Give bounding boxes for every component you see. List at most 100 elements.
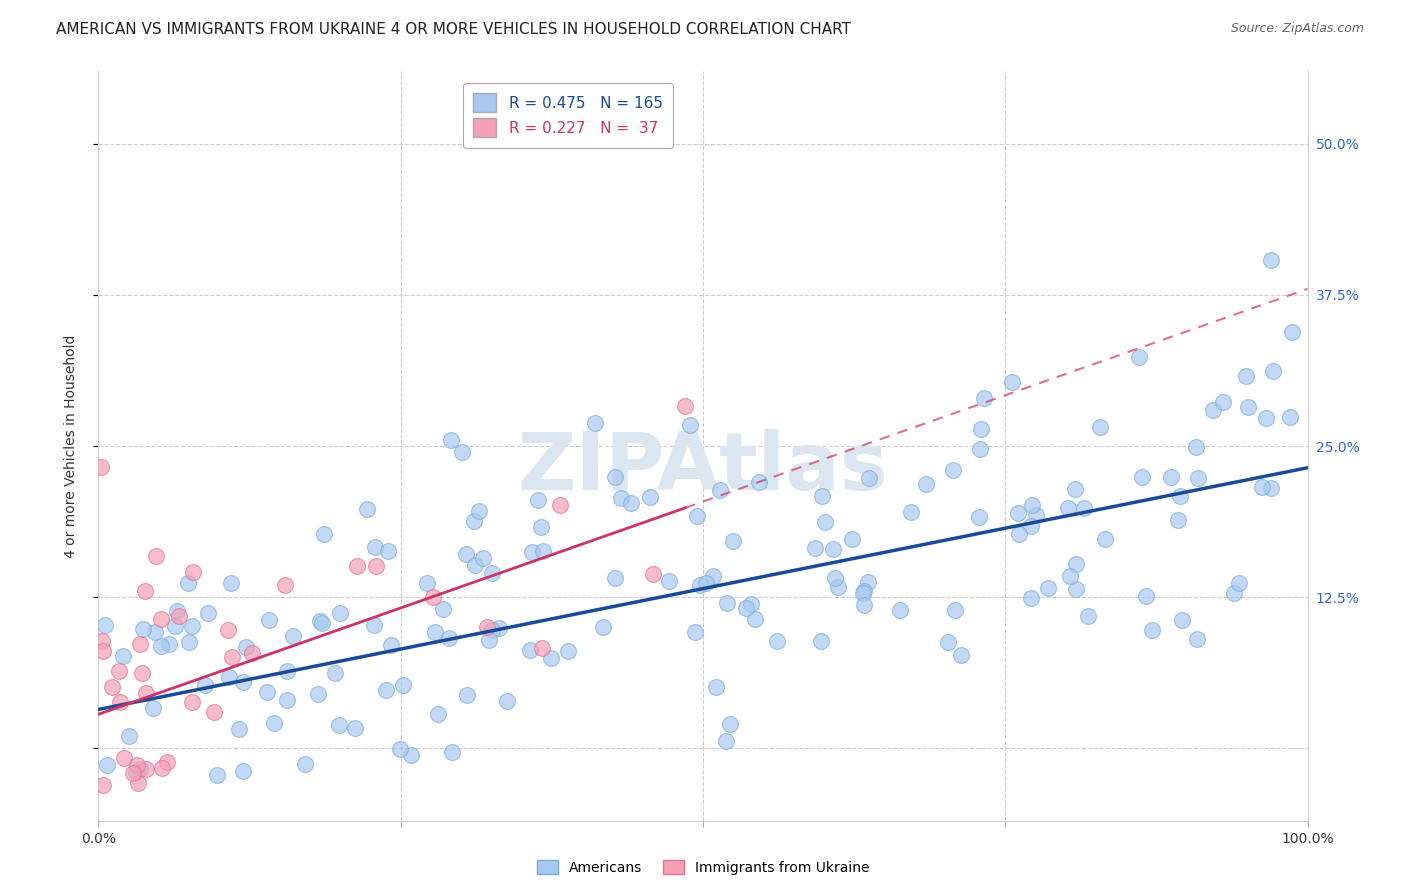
Point: [464, 558, 486, 573]
Point: [131, 666, 153, 681]
Point: [221, 576, 243, 591]
Point: [135, 686, 157, 700]
Point: [218, 670, 240, 684]
Point: [294, 756, 316, 771]
Point: [1057, 501, 1080, 516]
Point: [1223, 586, 1246, 600]
Point: [1135, 589, 1157, 603]
Point: [548, 498, 571, 512]
Point: [440, 745, 463, 759]
Point: [583, 416, 606, 430]
Point: [716, 596, 738, 610]
Point: [1001, 375, 1024, 389]
Point: [232, 764, 254, 778]
Point: [129, 762, 152, 776]
Point: [93, 643, 115, 657]
Point: [427, 707, 450, 722]
Point: [129, 637, 152, 651]
Point: [481, 624, 503, 638]
Point: [471, 551, 494, 566]
Point: [125, 758, 148, 772]
Point: [276, 664, 298, 678]
Point: [132, 622, 155, 636]
Point: [969, 442, 991, 457]
Point: [1185, 440, 1208, 454]
Point: [1063, 483, 1085, 497]
Point: [374, 683, 396, 698]
Point: [695, 576, 717, 591]
Legend: R = 0.475   N = 165, R = 0.227   N =  37: R = 0.475 N = 165, R = 0.227 N = 37: [463, 83, 673, 147]
Point: [824, 571, 846, 585]
Point: [685, 625, 707, 640]
Point: [91, 633, 114, 648]
Point: [853, 584, 876, 599]
Point: [1007, 506, 1029, 520]
Point: [1171, 613, 1194, 627]
Point: [1064, 582, 1087, 596]
Point: [157, 637, 180, 651]
Point: [1254, 411, 1277, 425]
Point: [1167, 513, 1189, 527]
Point: [463, 515, 485, 529]
Point: [1076, 609, 1098, 624]
Point: [156, 755, 179, 769]
Point: [495, 694, 517, 708]
Point: [177, 576, 200, 591]
Point: [475, 620, 498, 634]
Point: [217, 623, 239, 637]
Point: [112, 648, 135, 663]
Point: [307, 687, 329, 701]
Point: [425, 625, 447, 640]
Point: [364, 540, 387, 554]
Point: [714, 733, 737, 747]
Point: [488, 621, 510, 635]
Point: [1227, 576, 1250, 591]
Point: [889, 603, 911, 617]
Point: [125, 764, 148, 779]
Point: [197, 606, 219, 620]
Point: [609, 491, 631, 505]
Point: [969, 421, 991, 435]
Point: [530, 640, 553, 655]
Point: [1025, 508, 1047, 522]
Point: [242, 646, 264, 660]
Point: [167, 608, 190, 623]
Point: [235, 640, 257, 654]
Point: [721, 534, 744, 549]
Point: [134, 583, 156, 598]
Point: [283, 629, 305, 643]
Point: [451, 445, 474, 459]
Point: [1263, 364, 1285, 378]
Point: [96, 758, 118, 772]
Point: [766, 634, 789, 648]
Point: [914, 476, 936, 491]
Point: [1128, 350, 1150, 364]
Point: [127, 776, 149, 790]
Point: [221, 649, 243, 664]
Point: [638, 490, 661, 504]
Point: [720, 716, 742, 731]
Point: [263, 715, 285, 730]
Point: [1279, 410, 1302, 425]
Point: [1260, 481, 1282, 495]
Y-axis label: 4 or more Vehicles in Household: 4 or more Vehicles in Household: [63, 334, 77, 558]
Point: [856, 574, 879, 589]
Point: [858, 471, 880, 485]
Point: [328, 718, 350, 732]
Point: [118, 729, 141, 743]
Point: [101, 680, 124, 694]
Text: ZIPAtlas: ZIPAtlas: [517, 429, 889, 508]
Point: [401, 747, 423, 762]
Point: [380, 639, 402, 653]
Point: [519, 643, 541, 657]
Point: [592, 620, 614, 634]
Point: [377, 544, 399, 558]
Point: [689, 577, 711, 591]
Point: [467, 504, 489, 518]
Text: AMERICAN VS IMMIGRANTS FROM UKRAINE 4 OR MORE VEHICLES IN HOUSEHOLD CORRELATION : AMERICAN VS IMMIGRANTS FROM UKRAINE 4 OR…: [56, 22, 851, 37]
Point: [620, 496, 643, 510]
Point: [108, 695, 131, 709]
Point: [841, 532, 863, 546]
Point: [810, 633, 832, 648]
Point: [165, 618, 187, 632]
